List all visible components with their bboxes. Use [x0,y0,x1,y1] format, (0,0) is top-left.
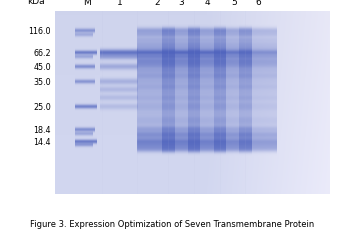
Text: 45.0: 45.0 [33,63,51,72]
Text: 5: 5 [231,0,237,7]
Text: 116.0: 116.0 [29,27,51,36]
Text: 14.4: 14.4 [33,138,51,147]
Text: 18.4: 18.4 [33,126,51,135]
Text: 35.0: 35.0 [33,78,51,87]
Text: kDa: kDa [27,0,45,6]
Text: M: M [83,0,90,7]
Text: 6: 6 [256,0,261,7]
Text: 2: 2 [154,0,160,7]
Text: 25.0: 25.0 [33,102,51,111]
Text: 4: 4 [205,0,211,7]
Text: 1: 1 [117,0,122,7]
Text: Figure 3. Expression Optimization of Seven Transmembrane Protein: Figure 3. Expression Optimization of Sev… [30,219,314,228]
Text: 66.2: 66.2 [33,49,51,58]
Text: 3: 3 [179,0,184,7]
